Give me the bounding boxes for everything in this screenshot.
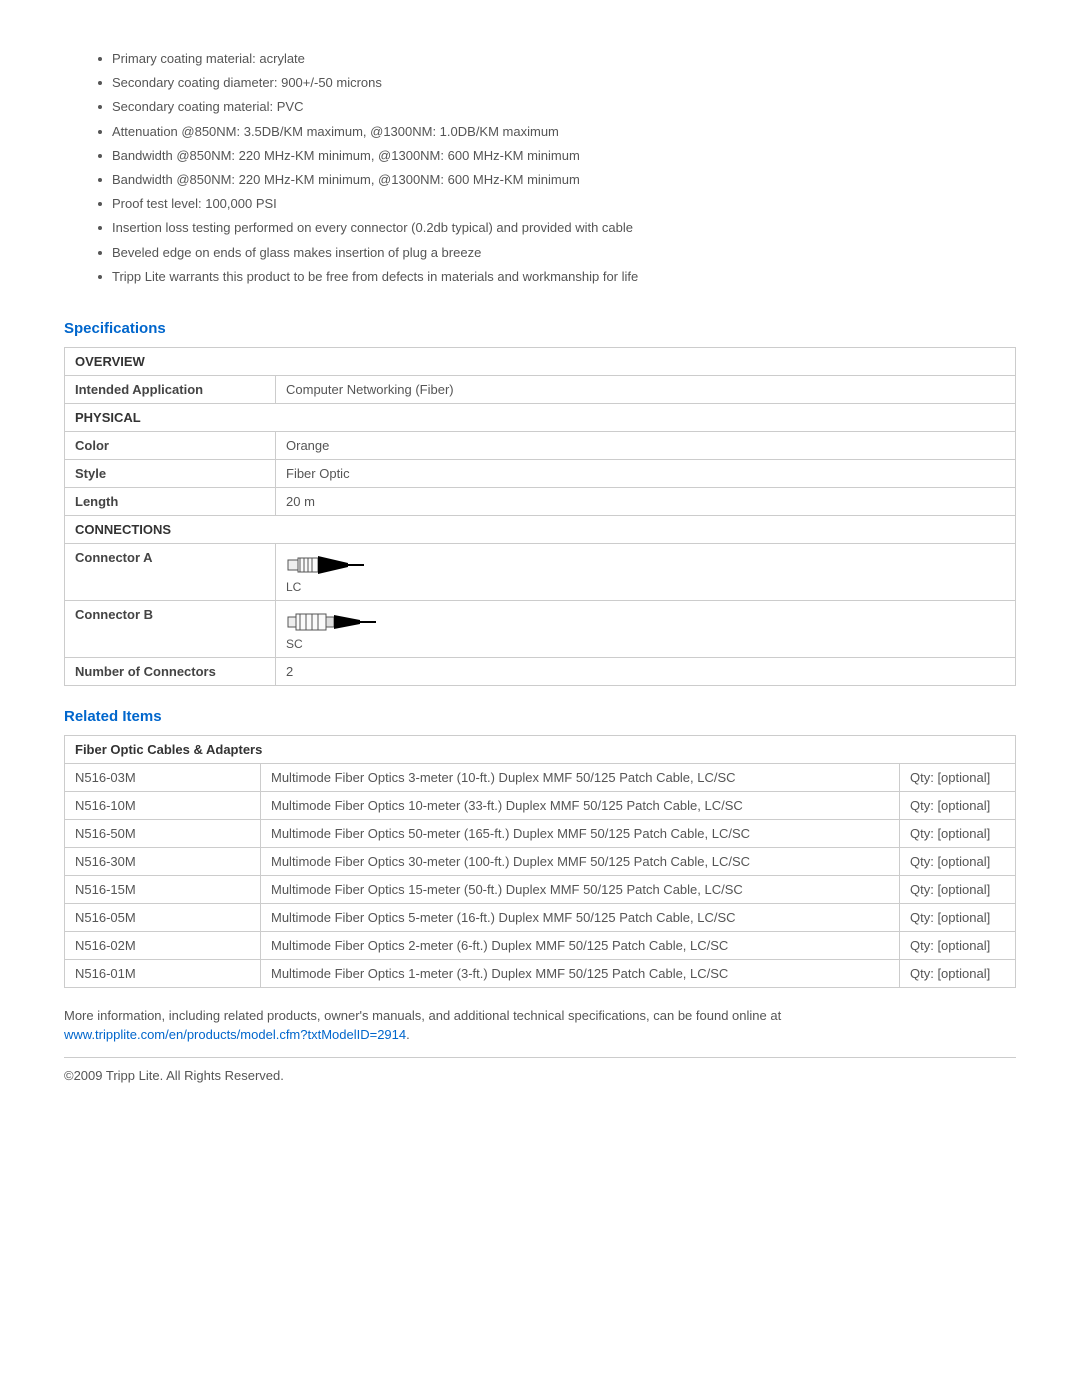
related-item-desc: Multimode Fiber Optics 3-meter (10-ft.) … bbox=[261, 763, 900, 791]
spec-row: Number of Connectors2 bbox=[65, 657, 1016, 685]
spec-row-label: Length bbox=[65, 487, 276, 515]
related-items-heading: Related Items bbox=[64, 708, 1016, 725]
spec-row-label: Number of Connectors bbox=[65, 657, 276, 685]
spec-row-label: Color bbox=[65, 431, 276, 459]
related-item-qty: Qty: [optional] bbox=[900, 763, 1016, 791]
related-item-sku: N516-02M bbox=[65, 931, 261, 959]
related-item-qty: Qty: [optional] bbox=[900, 791, 1016, 819]
spec-row-label: Connector A bbox=[65, 543, 276, 600]
related-item-row: N516-10MMultimode Fiber Optics 10-meter … bbox=[65, 791, 1016, 819]
related-item-sku: N516-03M bbox=[65, 763, 261, 791]
feature-item: Bandwidth @850NM: 220 MHz-KM minimum, @1… bbox=[98, 147, 1016, 171]
feature-item: Bandwidth @850NM: 220 MHz-KM minimum, @1… bbox=[98, 171, 1016, 195]
more-info-paragraph: More information, including related prod… bbox=[64, 1006, 1016, 1045]
related-item-desc: Multimode Fiber Optics 5-meter (16-ft.) … bbox=[261, 903, 900, 931]
feature-item: Beveled edge on ends of glass makes inse… bbox=[98, 244, 1016, 268]
related-item-desc: Multimode Fiber Optics 10-meter (33-ft.)… bbox=[261, 791, 900, 819]
spec-row-value: 2 bbox=[276, 657, 1016, 685]
related-item-row: N516-01MMultimode Fiber Optics 1-meter (… bbox=[65, 959, 1016, 987]
related-section-header: Fiber Optic Cables & Adapters bbox=[65, 735, 1016, 763]
spec-row-value: LC bbox=[276, 543, 1016, 600]
related-item-qty: Qty: [optional] bbox=[900, 959, 1016, 987]
spec-row-value: Orange bbox=[276, 431, 1016, 459]
specifications-table: OVERVIEWIntended ApplicationComputer Net… bbox=[64, 347, 1016, 686]
related-item-qty: Qty: [optional] bbox=[900, 931, 1016, 959]
spec-row: Connector B SC bbox=[65, 600, 1016, 657]
connector-label: SC bbox=[286, 637, 1005, 651]
related-item-qty: Qty: [optional] bbox=[900, 847, 1016, 875]
feature-item: Tripp Lite warrants this product to be f… bbox=[98, 268, 1016, 292]
related-items-table: Fiber Optic Cables & AdaptersN516-03MMul… bbox=[64, 735, 1016, 988]
spec-row-value: 20 m bbox=[276, 487, 1016, 515]
related-item-desc: Multimode Fiber Optics 50-meter (165-ft.… bbox=[261, 819, 900, 847]
feature-item: Secondary coating material: PVC bbox=[98, 98, 1016, 122]
spec-row-label: Style bbox=[65, 459, 276, 487]
spec-section-header: PHYSICAL bbox=[65, 403, 1016, 431]
related-item-sku: N516-05M bbox=[65, 903, 261, 931]
related-item-row: N516-03MMultimode Fiber Optics 3-meter (… bbox=[65, 763, 1016, 791]
related-item-sku: N516-01M bbox=[65, 959, 261, 987]
related-item-sku: N516-50M bbox=[65, 819, 261, 847]
related-item-desc: Multimode Fiber Optics 2-meter (6-ft.) D… bbox=[261, 931, 900, 959]
spec-row-label: Connector B bbox=[65, 600, 276, 657]
spec-row: Intended ApplicationComputer Networking … bbox=[65, 375, 1016, 403]
spec-row-label: Intended Application bbox=[65, 375, 276, 403]
related-item-sku: N516-15M bbox=[65, 875, 261, 903]
related-item-row: N516-05MMultimode Fiber Optics 5-meter (… bbox=[65, 903, 1016, 931]
feature-item: Proof test level: 100,000 PSI bbox=[98, 195, 1016, 219]
spec-row: ColorOrange bbox=[65, 431, 1016, 459]
related-item-sku: N516-30M bbox=[65, 847, 261, 875]
related-item-qty: Qty: [optional] bbox=[900, 875, 1016, 903]
related-item-qty: Qty: [optional] bbox=[900, 903, 1016, 931]
copyright-text: ©2009 Tripp Lite. All Rights Reserved. bbox=[64, 1068, 1016, 1083]
related-item-row: N516-15MMultimode Fiber Optics 15-meter … bbox=[65, 875, 1016, 903]
separator-line bbox=[64, 1057, 1016, 1058]
spec-section-header: OVERVIEW bbox=[65, 347, 1016, 375]
related-item-desc: Multimode Fiber Optics 1-meter (3-ft.) D… bbox=[261, 959, 900, 987]
more-info-period: . bbox=[406, 1027, 410, 1042]
related-item-row: N516-02MMultimode Fiber Optics 2-meter (… bbox=[65, 931, 1016, 959]
spec-row: Length20 m bbox=[65, 487, 1016, 515]
spec-row-value: Fiber Optic bbox=[276, 459, 1016, 487]
more-info-link[interactable]: www.tripplite.com/en/products/model.cfm?… bbox=[64, 1027, 406, 1042]
connector-icon bbox=[286, 607, 1005, 635]
spec-row-value: SC bbox=[276, 600, 1016, 657]
spec-row: Connector A LC bbox=[65, 543, 1016, 600]
more-info-text: More information, including related prod… bbox=[64, 1008, 781, 1023]
feature-item: Insertion loss testing performed on ever… bbox=[98, 219, 1016, 243]
spec-section-header: CONNECTIONS bbox=[65, 515, 1016, 543]
spec-row-value: Computer Networking (Fiber) bbox=[276, 375, 1016, 403]
spec-row: StyleFiber Optic bbox=[65, 459, 1016, 487]
feature-item: Secondary coating diameter: 900+/-50 mic… bbox=[98, 74, 1016, 98]
specifications-heading: Specifications bbox=[64, 320, 1016, 337]
related-item-desc: Multimode Fiber Optics 15-meter (50-ft.)… bbox=[261, 875, 900, 903]
feature-item: Primary coating material: acrylate bbox=[98, 50, 1016, 74]
related-item-desc: Multimode Fiber Optics 30-meter (100-ft.… bbox=[261, 847, 900, 875]
feature-item: Attenuation @850NM: 3.5DB/KM maximum, @1… bbox=[98, 123, 1016, 147]
connector-icon bbox=[286, 550, 1005, 578]
feature-list: Primary coating material: acrylateSecond… bbox=[64, 50, 1016, 292]
related-item-sku: N516-10M bbox=[65, 791, 261, 819]
connector-label: LC bbox=[286, 580, 1005, 594]
related-item-row: N516-50MMultimode Fiber Optics 50-meter … bbox=[65, 819, 1016, 847]
related-item-qty: Qty: [optional] bbox=[900, 819, 1016, 847]
related-item-row: N516-30MMultimode Fiber Optics 30-meter … bbox=[65, 847, 1016, 875]
